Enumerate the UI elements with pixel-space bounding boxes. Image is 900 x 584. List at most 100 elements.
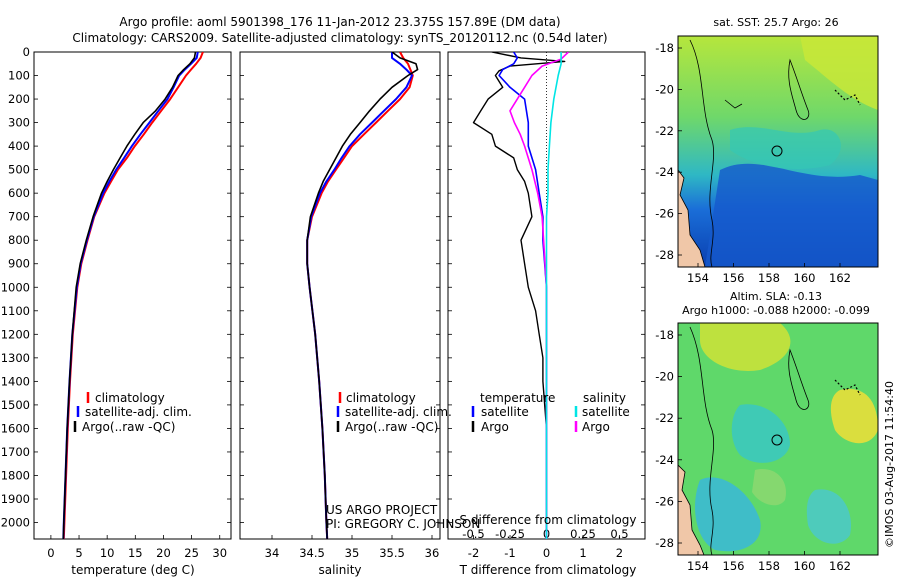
x-tick-label: 0 [47,546,54,560]
header-line2: Climatology: CARS2009. Satellite-adjuste… [72,31,607,45]
x-tick-label: 2 [616,546,623,560]
temp-climatology-line [62,52,204,539]
coastline [678,464,705,555]
temperature-panel [33,51,232,540]
sal-climatology-line [306,52,414,539]
depth-tick-label: 1100 [1,304,30,318]
salinity-xlabel: salinity [318,563,361,577]
lat-tick-label: -24 [655,453,674,467]
reef-outline [689,39,715,267]
reef-outline [724,99,743,109]
lon-tick-label: 156 [723,271,745,285]
s-tick-label: -0.5 [462,527,484,541]
profile-location-marker [771,145,783,157]
sst-map-frame [677,35,879,268]
x-tick-label: 5 [75,546,82,560]
legend-label-argo: Argo(..raw -QC) [82,420,175,434]
depth-tick-label: 1700 [1,445,30,459]
depth-tick-label: 1900 [1,492,30,506]
profile-location-marker [771,434,783,446]
lat-tick-label: -26 [655,207,674,221]
lon-tick-label: 158 [758,559,780,573]
depth-tick-label: 0 [23,45,30,59]
depth-tick-label: 1200 [1,327,30,341]
sst-cyan-patch [730,127,841,170]
difference-xlabel: T difference from climatology [459,563,637,577]
project-label: US ARGO PROJECT [326,503,438,517]
sla-map [678,323,878,555]
legend-sal-title: salinity [583,391,626,405]
depth-tick-label: 1400 [1,374,30,388]
legend-label-argo: Argo(..raw -QC) [345,420,438,434]
x-tick-label: 25 [184,546,199,560]
depth-tick-label: 1300 [1,351,30,365]
sla-high-patch [700,323,791,371]
depth-tick-label: 1600 [1,421,30,435]
depth-tick-label: 1800 [1,468,30,482]
tdiff-satellite-line [498,52,548,539]
sla-low-patch [752,469,786,506]
x-tick-label: 35.5 [379,546,405,560]
lat-tick-label: -18 [655,41,674,55]
sla-high-patch [830,389,878,444]
lat-tick-label: -26 [655,494,674,508]
s-tick-label: 0.5 [610,527,628,541]
x-tick-label: 10 [100,546,115,560]
x-tick-label: -2 [468,546,479,560]
sla-map-frame [677,322,879,556]
lon-tick-label: 156 [723,559,745,573]
lon-tick-label: 160 [794,271,816,285]
depth-tick-label: 300 [8,116,30,130]
lon-tick-label: 162 [829,559,851,573]
legend-temp-title: temperature [480,391,555,405]
sla-low-patch [806,489,851,544]
x-tick-label: 34.5 [299,546,325,560]
x-tick-label: 15 [128,546,143,560]
salinity-legend: climatology satellite-adj. clim. Argo(..… [336,391,452,434]
legend-label-s-satellite: satellite [582,405,630,419]
sst-map-axes: -18 -20 -22 -24 -26 -28 154 156 158 160 162 [655,41,851,285]
lat-tick-label: -24 [655,165,674,179]
lon-tick-label: 162 [829,271,851,285]
s-difference-label: S difference from climatology [460,513,637,527]
x-tick-label: 35 [345,546,360,560]
depth-tick-label: 200 [8,92,30,106]
header-line1: Argo profile: aoml 5901398_176 11-Jan-20… [119,15,560,29]
tdiff-argo-line [472,52,566,539]
depth-tick-label: 1000 [1,280,30,294]
s-tick-label: -0.25 [495,527,525,541]
depth-tick-label: 700 [8,210,30,224]
sst-cool-patch [705,163,878,267]
temperature-legend: climatology satellite-adj. clim. Argo(..… [73,391,192,434]
x-tick-label: -1 [504,546,515,560]
depth-tick-label: 2000 [1,516,30,530]
reef-outline [788,348,810,410]
depth-tick-label: 800 [8,233,30,247]
credit-label: ©IMOS 03-Aug-2017 11:54:40 [883,381,896,548]
x-tick-label: 1 [579,546,586,560]
sst-map [678,36,878,267]
lat-tick-label: -28 [655,536,674,550]
x-tick-label: 36 [425,546,440,560]
legend-label-climatology: climatology [346,391,416,405]
legend-label-t-satellite: satellite [481,405,529,419]
sst-warm-patch [800,36,878,110]
x-tick-label: 30 [212,546,227,560]
salinity-x-axis: 34 34.5 35 35.5 36 [265,535,440,560]
salinity-panel [239,51,441,540]
lat-tick-label: -28 [655,248,674,262]
sla-map-title1: Altim. SLA: -0.13 [730,290,822,303]
sdiff-satellite-line [545,52,562,539]
x-tick-label: 0 [543,546,550,560]
reef-outline [689,326,715,555]
s-tick-label: 0.25 [570,527,596,541]
temp-argo-line [62,52,197,539]
coastline [678,169,706,267]
difference-x-axis: -2 -1 0 1 2-0.5 -0.25 0 0.25 0.5 [462,527,628,560]
sal-satellite-line [306,52,413,539]
depth-tick-label: 900 [8,257,30,271]
temperature-xlabel: temperature (deg C) [71,563,194,577]
temp-satellite-line [62,52,199,539]
pi-label: PI: GREGORY C. JOHNSON [326,517,480,531]
